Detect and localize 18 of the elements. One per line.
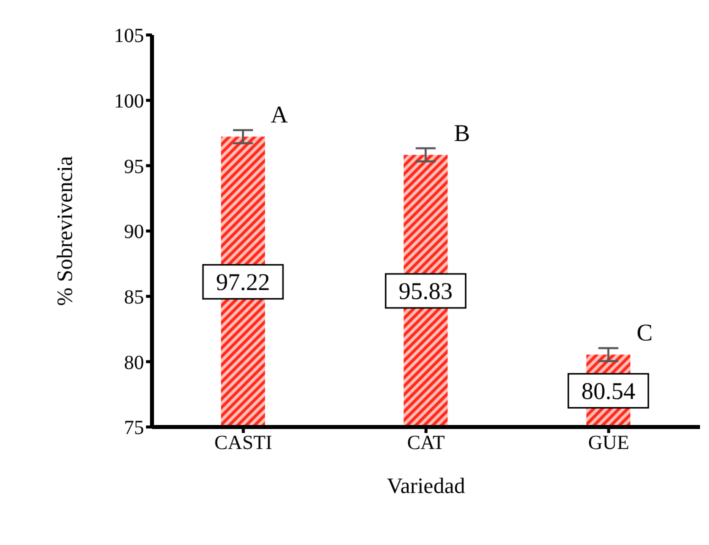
x-tick-label: CASTI [214, 432, 272, 454]
y-axis-title: % Sobrevivencia [52, 156, 77, 306]
y-tick-label: 80 [124, 352, 144, 374]
y-tick-label: 100 [114, 90, 144, 112]
x-tick-label: CAT [407, 432, 445, 454]
data-label: 80.54 [581, 378, 636, 405]
y-tick-label: 105 [114, 25, 144, 48]
y-tick-label: 75 [124, 417, 144, 440]
annotation: A [270, 102, 289, 129]
annotation: B [454, 120, 470, 147]
x-tick-label: GUE [588, 432, 630, 454]
y-tick-label: 85 [124, 286, 144, 308]
annotation: C [636, 320, 653, 347]
y-tick-label: 95 [124, 156, 144, 178]
y-tick-label: 90 [124, 221, 144, 244]
data-label: 97.22 [216, 270, 270, 296]
x-axis-title: Variedad [386, 473, 466, 498]
data-label: 95.83 [398, 278, 453, 305]
